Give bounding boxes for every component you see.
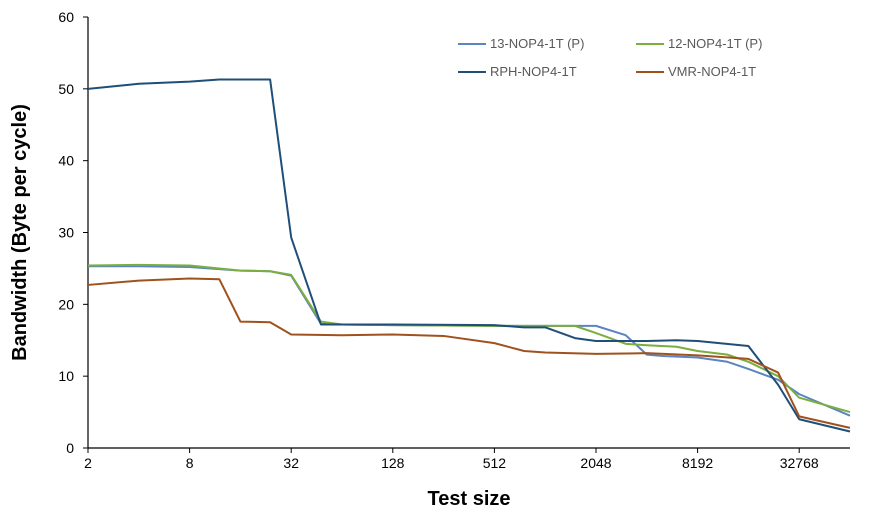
x-tick-label: 128: [381, 455, 405, 471]
y-tick-label: 50: [58, 81, 74, 97]
legend-label: 13-NOP4-1T (P): [490, 36, 584, 51]
y-tick-label: 0: [66, 440, 74, 456]
y-tick-label: 10: [58, 368, 74, 384]
x-tick-label: 2048: [580, 455, 611, 471]
legend: 13-NOP4-1T (P) 12-NOP4-1T (P) RPH-NOP4-1T V…: [458, 36, 762, 79]
x-tick-label: 8192: [682, 455, 713, 471]
x-tick-label: 8: [186, 455, 194, 471]
x-tick-label: 32: [283, 455, 299, 471]
x-tick-label: 32768: [780, 455, 819, 471]
y-axis-title: Bandwidth (Byte per cycle): [9, 104, 31, 361]
axes: 0 10 20 30 40 50 60 2 8 32 128 512 2048 8192 32768: [58, 9, 850, 471]
y-tick-label: 30: [58, 225, 74, 241]
series-line-4: [87, 277, 851, 429]
series-lines: [87, 78, 851, 433]
y-tick-label: 40: [58, 153, 74, 169]
series-line-2: [87, 263, 851, 414]
x-tick-label: 512: [483, 455, 507, 471]
series-line-1: [88, 265, 851, 417]
series-line-3: [87, 78, 851, 433]
y-tick-label: 60: [58, 9, 74, 25]
legend-label: RPH-NOP4-1T: [490, 64, 577, 79]
legend-label: 12-NOP4-1T (P): [668, 36, 762, 51]
y-tick-label: 20: [58, 296, 74, 312]
x-axis-title: Test size: [428, 488, 511, 510]
x-tick-label: 2: [84, 455, 92, 471]
legend-label: VMR-NOP4-1T: [668, 64, 756, 79]
